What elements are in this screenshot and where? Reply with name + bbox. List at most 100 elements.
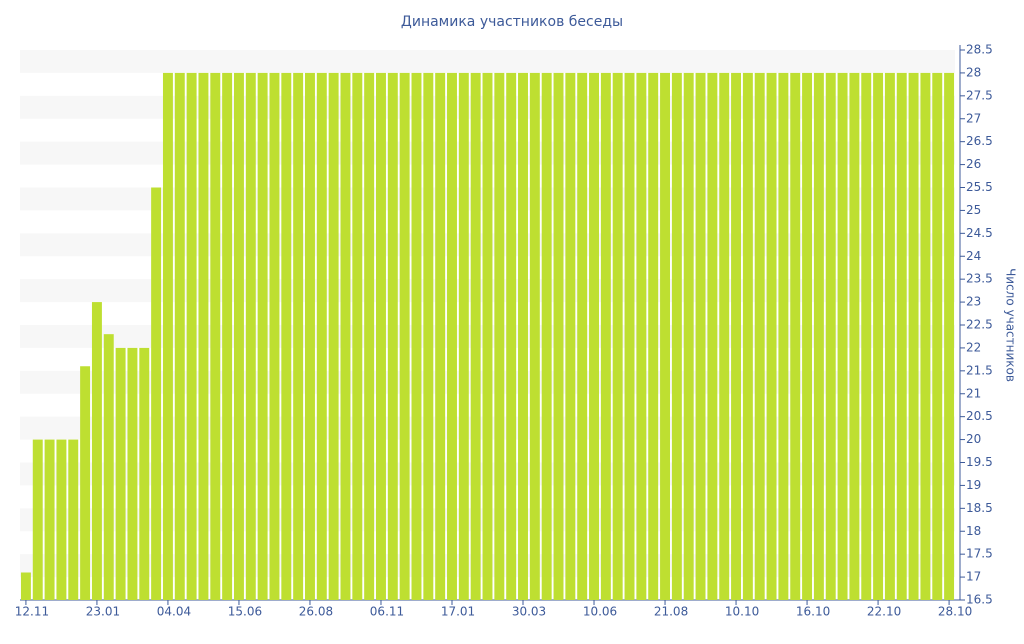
y-tick-label: 28.5 (966, 43, 993, 57)
bar (115, 347, 126, 600)
bar (304, 72, 315, 600)
bar (837, 72, 848, 600)
bar (222, 72, 233, 600)
bar (281, 72, 292, 600)
bar (624, 72, 635, 600)
y-tick-label: 24 (966, 249, 981, 263)
bar (91, 302, 102, 600)
bar (151, 187, 162, 600)
y-tick-label: 19 (966, 478, 981, 492)
x-tick-label: 22.10 (867, 605, 901, 619)
y-tick-label: 17.5 (966, 547, 993, 561)
bar (908, 72, 919, 600)
bar (56, 439, 67, 600)
bar (174, 72, 185, 600)
y-tick-label: 24.5 (966, 226, 993, 240)
y-tick-label: 19.5 (966, 455, 993, 469)
y-tick-label: 27.5 (966, 88, 993, 102)
bar (671, 72, 682, 600)
x-tick-label: 30.03 (512, 605, 546, 619)
bar (683, 72, 694, 600)
y-tick-label: 28 (966, 65, 981, 79)
bar (293, 72, 304, 600)
x-tick-label: 17.01 (441, 605, 475, 619)
bar (861, 72, 872, 600)
bar (802, 72, 813, 600)
bar (825, 72, 836, 600)
bar (742, 72, 753, 600)
bar (458, 72, 469, 600)
bar (790, 72, 801, 600)
x-tick-label: 21.08 (654, 605, 688, 619)
bar (766, 72, 777, 600)
bar (920, 72, 931, 600)
bar (316, 72, 327, 600)
bar (470, 72, 481, 600)
bar (32, 439, 43, 600)
bar (648, 72, 659, 600)
bar (719, 72, 730, 600)
bar (884, 72, 895, 600)
y-tick-label: 25.5 (966, 180, 993, 194)
bar (352, 72, 363, 600)
y-tick-label: 26 (966, 157, 981, 171)
bar (245, 72, 256, 600)
chart-title: Динамика участников беседы (401, 14, 623, 30)
y-tick-label: 26.5 (966, 134, 993, 148)
x-tick-label: 10.10 (725, 605, 759, 619)
y-tick-label: 22.5 (966, 318, 993, 332)
bar (731, 72, 742, 600)
bar (541, 72, 552, 600)
y-tick-label: 23.5 (966, 272, 993, 286)
x-tick-label: 06.11 (370, 605, 404, 619)
y-tick-label: 16.5 (966, 593, 993, 607)
bar (695, 72, 706, 600)
bar (364, 72, 375, 600)
y-tick-label: 18 (966, 524, 981, 538)
bar (435, 72, 446, 600)
bar (80, 366, 91, 600)
x-tick-label: 10.06 (583, 605, 617, 619)
y-tick-label: 27 (966, 111, 981, 125)
bar (896, 72, 907, 600)
y-tick-label: 25 (966, 203, 981, 217)
bar (873, 72, 884, 600)
y-tick-label: 17 (966, 570, 981, 584)
bar (636, 72, 647, 600)
bar (506, 72, 517, 600)
grid-band (20, 50, 955, 73)
bar (340, 72, 351, 600)
x-tick-label: 23.01 (86, 605, 120, 619)
bar (103, 334, 114, 600)
y-tick-label: 20.5 (966, 409, 993, 423)
bar (589, 72, 599, 600)
bar (198, 72, 209, 600)
bar (482, 72, 493, 600)
bar (813, 72, 824, 600)
bar (376, 72, 386, 600)
bar (932, 72, 943, 600)
bar (233, 72, 244, 600)
bar (423, 72, 434, 600)
bar (127, 347, 138, 600)
bar (565, 72, 576, 600)
bar (447, 72, 457, 600)
bar (518, 72, 528, 600)
bar (707, 72, 718, 600)
bar (577, 72, 588, 600)
bar (186, 72, 197, 600)
bar (387, 72, 398, 600)
x-tick-label: 04.04 (157, 605, 191, 619)
bar (162, 72, 173, 600)
bar (328, 72, 339, 600)
bar (139, 347, 150, 600)
bar (399, 72, 410, 600)
bar (411, 72, 422, 600)
x-tick-label: 15.06 (228, 605, 262, 619)
bar (44, 439, 55, 600)
bar (660, 72, 671, 600)
y-tick-label: 18.5 (966, 501, 993, 515)
bar (553, 72, 564, 600)
y-tick-label: 21.5 (966, 363, 993, 377)
